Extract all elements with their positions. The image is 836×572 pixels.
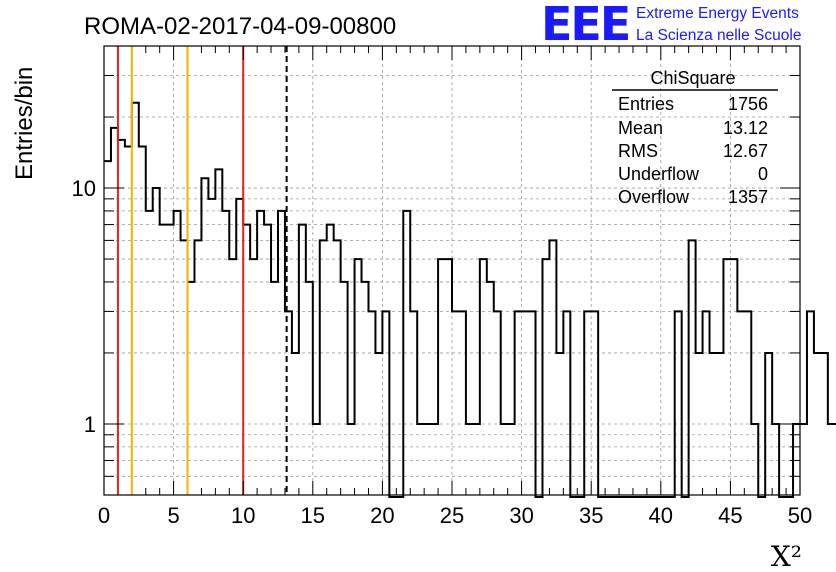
stats-title: ChiSquare (650, 68, 735, 88)
run-title: ROMA-02-2017-04-09-00800 (84, 13, 396, 40)
x-tick-label: 50 (788, 503, 812, 528)
stats-entries-value: 1756 (728, 94, 768, 114)
reference-lines (116, 46, 288, 495)
y-axis-ticks: 1 10 (72, 176, 800, 437)
x-tick-label: 5 (167, 503, 179, 528)
x-tick-label: 35 (579, 503, 603, 528)
eee-logo-line1: Extreme Energy Events (636, 5, 799, 22)
stats-mean-label: Mean (618, 118, 663, 138)
stats-rms-value: 12.67 (723, 141, 768, 161)
x-tick-label: 45 (718, 503, 742, 528)
x-tick-label: 30 (509, 503, 533, 528)
x-tick-label: 0 (98, 503, 110, 528)
x-tick-label: 25 (440, 503, 464, 528)
stats-rms-label: RMS (618, 141, 658, 161)
histogram-line (104, 101, 836, 498)
y-tick-label: 1 (84, 412, 96, 437)
eee-logo-mark: EEE (541, 0, 629, 51)
eee-logo: EEE Extreme Energy Events La Scienza nel… (541, 0, 801, 51)
x-axis-label: X² (771, 540, 802, 572)
stats-overflow-value: 1357 (728, 187, 768, 207)
y-axis-label: Entries/bin (11, 67, 38, 180)
stats-underflow-value: 0 (758, 164, 768, 184)
stats-entries-label: Entries (618, 94, 674, 114)
eee-logo-line2: La Scienza nelle Scuole (636, 27, 801, 44)
x-tick-label: 10 (231, 503, 255, 528)
x-axis-ticks: 0 5 10 15 20 25 30 35 40 45 50 (98, 46, 812, 528)
stats-overflow-label: Overflow (618, 187, 690, 207)
x-tick-label: 20 (370, 503, 394, 528)
stats-mean-value: 13.12 (723, 118, 768, 138)
x-tick-label: 40 (649, 503, 673, 528)
stats-box: ChiSquare Entries 1756 Mean 13.12 RMS 12… (612, 68, 778, 207)
stats-underflow-label: Underflow (618, 164, 700, 184)
y-tick-label: 10 (72, 176, 96, 201)
x-tick-label: 15 (301, 503, 325, 528)
